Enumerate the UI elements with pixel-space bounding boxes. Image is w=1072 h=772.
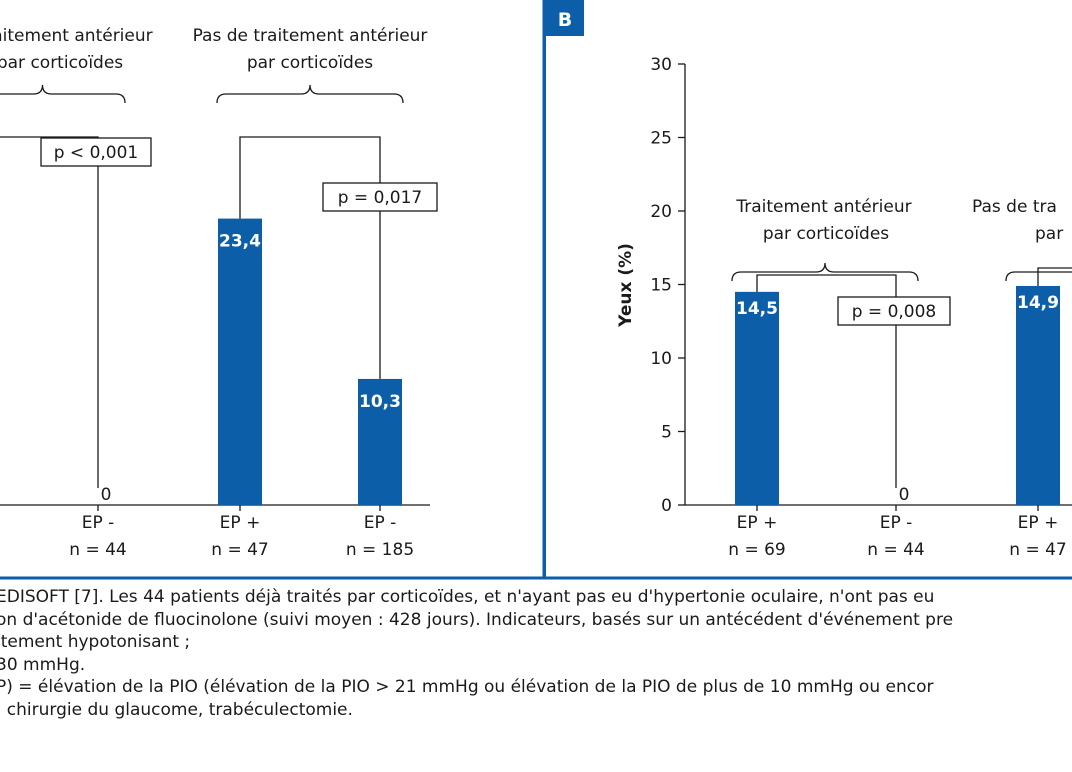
panel-a-brace-1 — [0, 84, 126, 104]
caption-line: on d'acétonide de fluocinolone (suivi mo… — [0, 609, 954, 630]
panel-b-ytick-label: 10 — [650, 349, 672, 369]
panel-a-frame — [0, 0, 546, 580]
caption-line: , chirurgie du glaucome, trabéculectomie… — [0, 699, 353, 720]
panel-b-connector-1 — [756, 274, 897, 488]
panel-b-label: B — [558, 9, 572, 31]
panel-b-n-label: n = 47 — [1009, 540, 1066, 560]
panel-a-pvalue-1-box — [40, 137, 152, 167]
panel-b-n-label: n = 69 — [728, 540, 785, 560]
panel-b-bar — [735, 291, 779, 505]
panel-b-brace-2 — [1005, 271, 1072, 282]
panel-a-connector-2 — [239, 136, 381, 379]
caption-line: P) = élévation de la PIO (élévation de l… — [0, 677, 934, 697]
panel-a-category-label: EP + — [220, 513, 261, 533]
panel-b-bar-value: 14,5 — [736, 299, 778, 319]
panel-a-connector-1 — [0, 136, 99, 488]
panel-b-group-label: par — [1035, 224, 1063, 244]
panel-a-n-label: n = 185 — [346, 540, 414, 560]
panel-b-category-label: EP + — [737, 513, 778, 533]
panel-b-group-label: par corticoïdes — [763, 224, 889, 244]
panel-a-category-label: EP - — [364, 513, 397, 533]
panel-b-connector-2 — [1037, 267, 1072, 286]
panel-b-ytick-label: 0 — [661, 496, 672, 516]
caption-line: itement hypotonisant ; — [0, 632, 191, 652]
panel-b-brace-1 — [731, 262, 919, 282]
panel-b-group-label: Traitement antérieur — [735, 197, 911, 217]
panel-b-ytick-label: 5 — [661, 423, 672, 443]
panel-b-category-label: EP + — [1018, 513, 1059, 533]
panel-a-group-label: par corticoïdes — [247, 53, 373, 73]
figure-caption: EDISOFT [7]. Les 44 patients déjà traité… — [0, 586, 1072, 721]
figure-panels: B 0 EP - n = 44 23,4 EP + n = 47 10,3 EP - n = 18… — [0, 0, 1072, 580]
panel-b-ytick-label: 20 — [650, 202, 672, 222]
panel-a-bar-value: 23,4 — [219, 232, 261, 252]
panel-b-ytick-label: 30 — [650, 55, 672, 75]
panel-b-bar-value: 14,9 — [1017, 293, 1059, 313]
panel-a-group-label: par corticoïdes — [0, 53, 123, 73]
panel-a-group-label: Traitement antérieur — [0, 26, 153, 46]
panel-a-bar — [218, 218, 262, 506]
panel-b-bar — [1016, 285, 1060, 505]
panel-a-pvalue-2: p = 0,017 — [338, 188, 423, 208]
panel-b-group-label: Pas de tra — [972, 197, 1057, 217]
panel-b-ytick-label: 25 — [650, 129, 672, 149]
panel-a-pvalue-2-box — [322, 182, 438, 212]
panel-b-ytick-label: 15 — [650, 276, 672, 296]
panel-b-frame — [543, 0, 1072, 580]
panel-b-bar-value: 0 — [899, 485, 910, 505]
panel-a-group-label: Pas de traitement antérieur — [193, 26, 428, 46]
panel-b-pvalue-1-box — [837, 296, 951, 326]
panel-a-pvalue-1: p < 0,001 — [54, 143, 139, 163]
panel-a-n-label: n = 44 — [69, 540, 126, 560]
caption-line: EDISOFT [7]. Les 44 patients déjà traité… — [0, 587, 935, 607]
panel-a-bar-value: 10,3 — [359, 392, 401, 412]
panel-a-category-label: EP - — [82, 513, 115, 533]
panel-b-category-label: EP - — [880, 513, 913, 533]
panel-a-brace-2 — [216, 84, 404, 104]
panel-b-ylabel: Yeux (%) — [616, 243, 636, 328]
panel-a-bar — [358, 378, 402, 505]
panel-a-n-label: n = 47 — [211, 540, 268, 560]
panel-a-bar-value: 0 — [101, 485, 112, 505]
panel-b-n-label: n = 44 — [867, 540, 924, 560]
caption-line: 30 mmHg. — [0, 654, 86, 675]
panel-b-tag — [546, 0, 584, 36]
panel-b-pvalue-1: p = 0,008 — [852, 302, 937, 322]
